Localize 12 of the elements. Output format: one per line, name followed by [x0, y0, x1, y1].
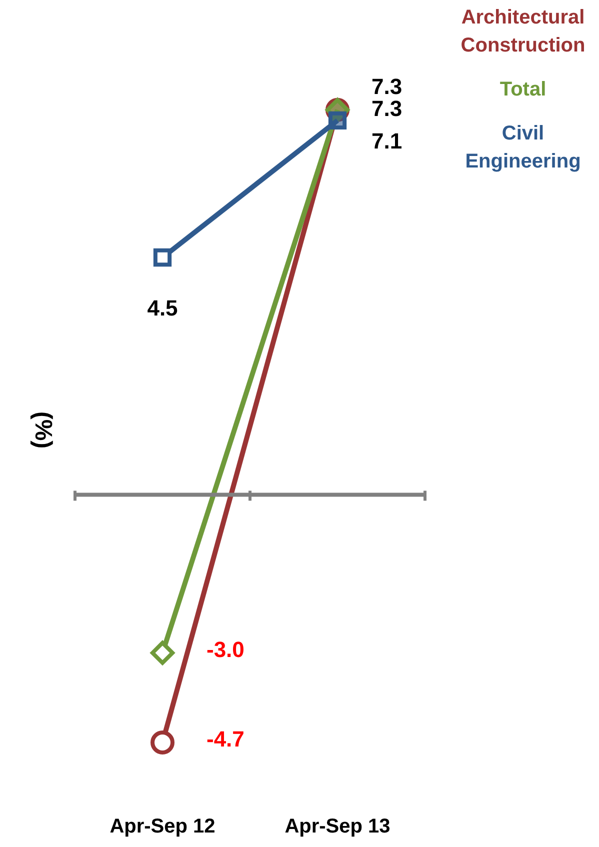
point: [150, 640, 174, 665]
point: [328, 111, 347, 130]
text: Civil Engineering: [465, 122, 581, 173]
data-label: 4.5: [147, 296, 178, 321]
data-label: -4.7: [206, 726, 244, 752]
data-label: -3.0: [206, 636, 244, 662]
text: Total: [500, 78, 546, 101]
x-tick-label: Apr-Sep 13: [284, 816, 390, 838]
text: Architectural Construction: [460, 6, 586, 57]
data-label: 7.1: [372, 128, 402, 154]
x-tick-label: Apr-Sep 12: [110, 816, 216, 838]
y-axis-title: (%): [29, 411, 56, 449]
